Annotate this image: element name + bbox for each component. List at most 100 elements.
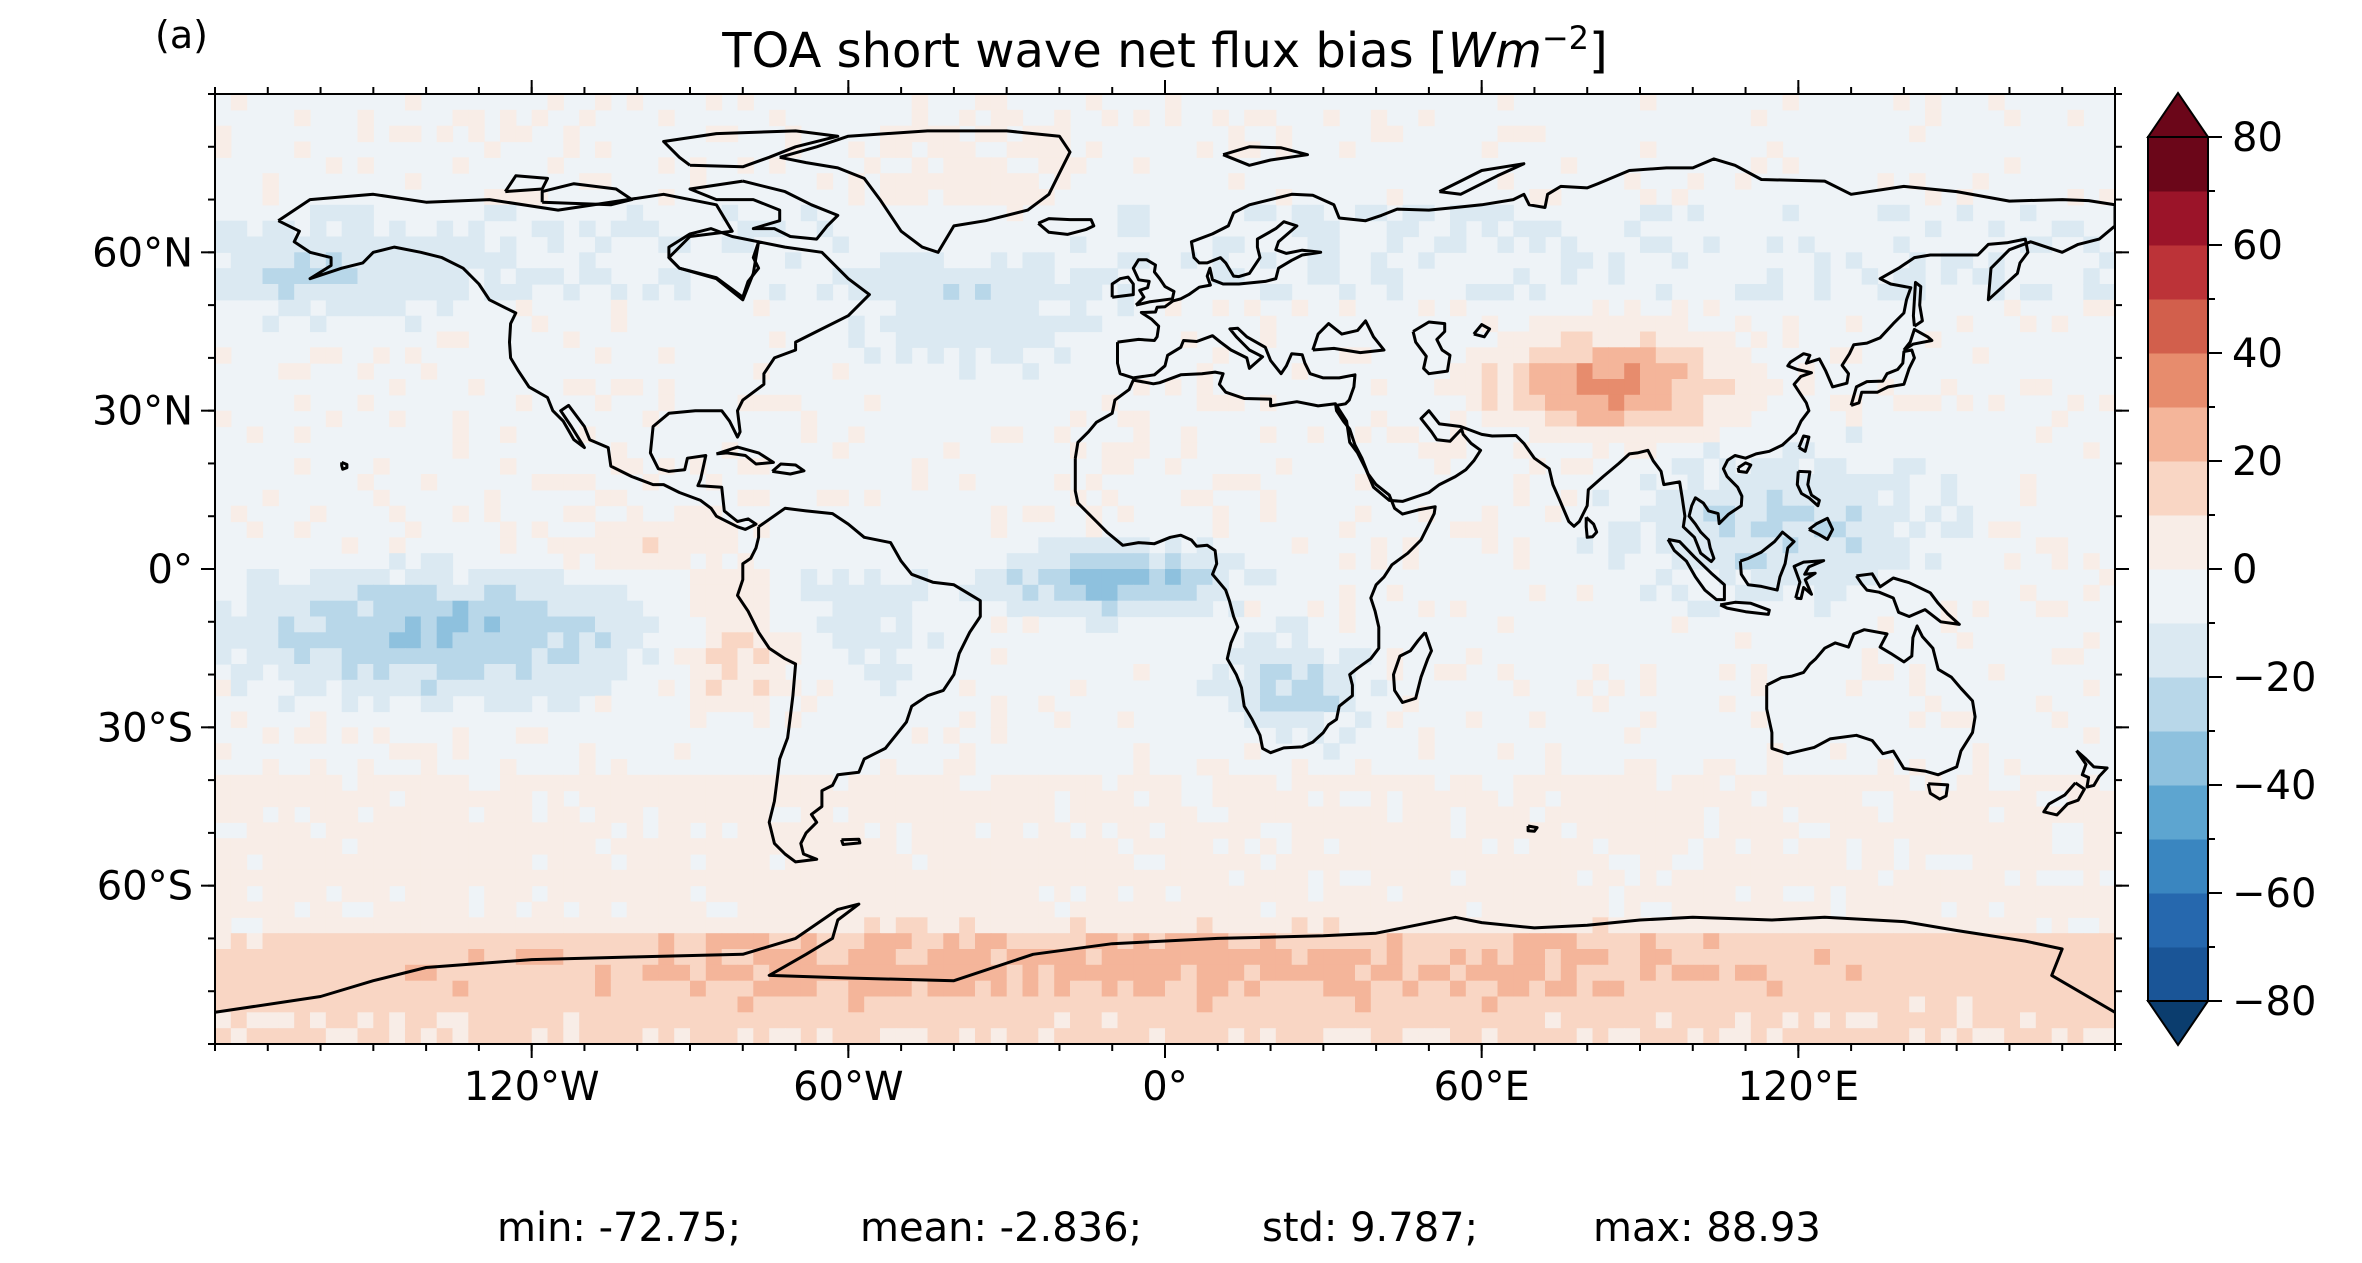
bias-cell	[1703, 331, 1720, 348]
bias-cell	[1450, 410, 1467, 428]
bias-cell	[1513, 220, 1530, 238]
bias-cell	[1038, 537, 1055, 554]
bias-cell	[1070, 964, 1087, 982]
bias-cell	[1719, 363, 1736, 380]
bias-cell	[1180, 569, 1198, 586]
bias-cell	[325, 854, 343, 871]
bias-cell	[674, 521, 691, 538]
bias-cell	[1212, 869, 1229, 887]
bias-cell	[1640, 664, 1657, 681]
bias-cell	[1861, 474, 1879, 491]
bias-cell	[373, 252, 390, 269]
bias-cell	[1624, 347, 1641, 364]
bias-cell	[579, 537, 596, 554]
bias-cell	[579, 1028, 596, 1044]
bias-cell	[1323, 664, 1340, 681]
bias-cell	[990, 695, 1008, 713]
bias-cell	[1513, 125, 1530, 143]
bias-cell	[2083, 822, 2100, 839]
bias-cell	[310, 949, 327, 966]
bias-cell	[262, 854, 279, 871]
bias-cell	[1956, 394, 1974, 412]
bias-cell	[1671, 363, 1689, 380]
bias-cell	[642, 869, 659, 887]
bias-cell	[1070, 996, 1087, 1013]
bias-cell	[1006, 284, 1024, 301]
bias-cell	[294, 458, 311, 475]
bias-cell	[1687, 949, 1704, 966]
bias-cell	[705, 584, 723, 602]
bias-cell	[1054, 949, 1071, 966]
bias-cell	[1022, 553, 1039, 570]
bias-cell	[531, 869, 549, 887]
bias-cell	[1719, 474, 1736, 491]
bias-cell	[1085, 901, 1103, 918]
bias-cell	[579, 838, 596, 855]
bias-cell	[389, 584, 406, 602]
bias-cell	[1592, 299, 1609, 317]
bias-cell	[2067, 885, 2084, 903]
bias-cell	[1988, 917, 2005, 934]
bias-cell	[832, 632, 849, 649]
bias-cell	[1355, 806, 1372, 823]
coastline-borneo	[1738, 530, 1796, 592]
bias-cell	[1260, 632, 1277, 649]
bias-cell	[800, 996, 818, 1013]
bias-cell	[1117, 854, 1134, 871]
bias-cell	[1402, 220, 1419, 238]
bias-cell	[1481, 854, 1499, 871]
bias-cell	[230, 505, 248, 523]
bias-cell	[246, 1012, 264, 1029]
bias-cell	[563, 648, 580, 665]
bias-cell	[341, 695, 359, 713]
bias-cell	[357, 584, 374, 602]
bias-cell	[484, 838, 501, 855]
bias-cell	[1766, 806, 1784, 823]
bias-cell	[420, 933, 438, 950]
bias-cell	[1877, 537, 1894, 554]
bias-cell	[1560, 806, 1578, 823]
bias-cell	[927, 901, 944, 918]
bias-cell	[1719, 331, 1736, 348]
bias-cell	[452, 600, 469, 618]
bias-cell	[1497, 284, 1514, 301]
bias-cell	[658, 869, 675, 887]
bias-cell	[895, 917, 913, 934]
bias-cell	[1418, 996, 1435, 1013]
bias-cell	[1719, 790, 1736, 808]
bias-cell	[626, 94, 644, 111]
bias-cell	[911, 822, 929, 839]
bias-cell	[1513, 869, 1530, 887]
bias-cell	[1450, 299, 1467, 317]
bias-cell	[1798, 521, 1815, 538]
bias-cell	[1545, 933, 1562, 950]
bias-cell	[1814, 901, 1831, 918]
bias-cell	[880, 949, 897, 966]
bias-cell	[1830, 964, 1847, 982]
bias-cell	[230, 838, 248, 855]
bias-cell	[1671, 584, 1689, 602]
bias-cell	[1070, 838, 1087, 855]
bias-cell	[1481, 410, 1499, 428]
bias-cell	[547, 648, 564, 665]
bias-cell	[927, 252, 944, 269]
bias-cell	[800, 933, 818, 950]
bias-cell	[1260, 1012, 1277, 1029]
bias-cell	[785, 711, 802, 728]
bias-cell	[674, 806, 691, 823]
bias-cell	[1196, 363, 1214, 380]
bias-cell	[800, 949, 818, 966]
bias-cell	[1180, 1028, 1198, 1044]
bias-cell	[436, 980, 454, 998]
bias-cell	[595, 854, 612, 871]
bias-cell	[1513, 474, 1530, 491]
bias-cell	[278, 616, 295, 633]
bias-cell	[579, 774, 596, 792]
bias-cell	[2083, 284, 2100, 301]
bias-cell	[1988, 980, 2005, 998]
bias-cell	[1196, 141, 1214, 158]
bias-cell	[357, 157, 374, 174]
bias-cell	[1893, 901, 1910, 918]
bias-cell	[1339, 949, 1356, 966]
bias-cell	[880, 252, 897, 269]
